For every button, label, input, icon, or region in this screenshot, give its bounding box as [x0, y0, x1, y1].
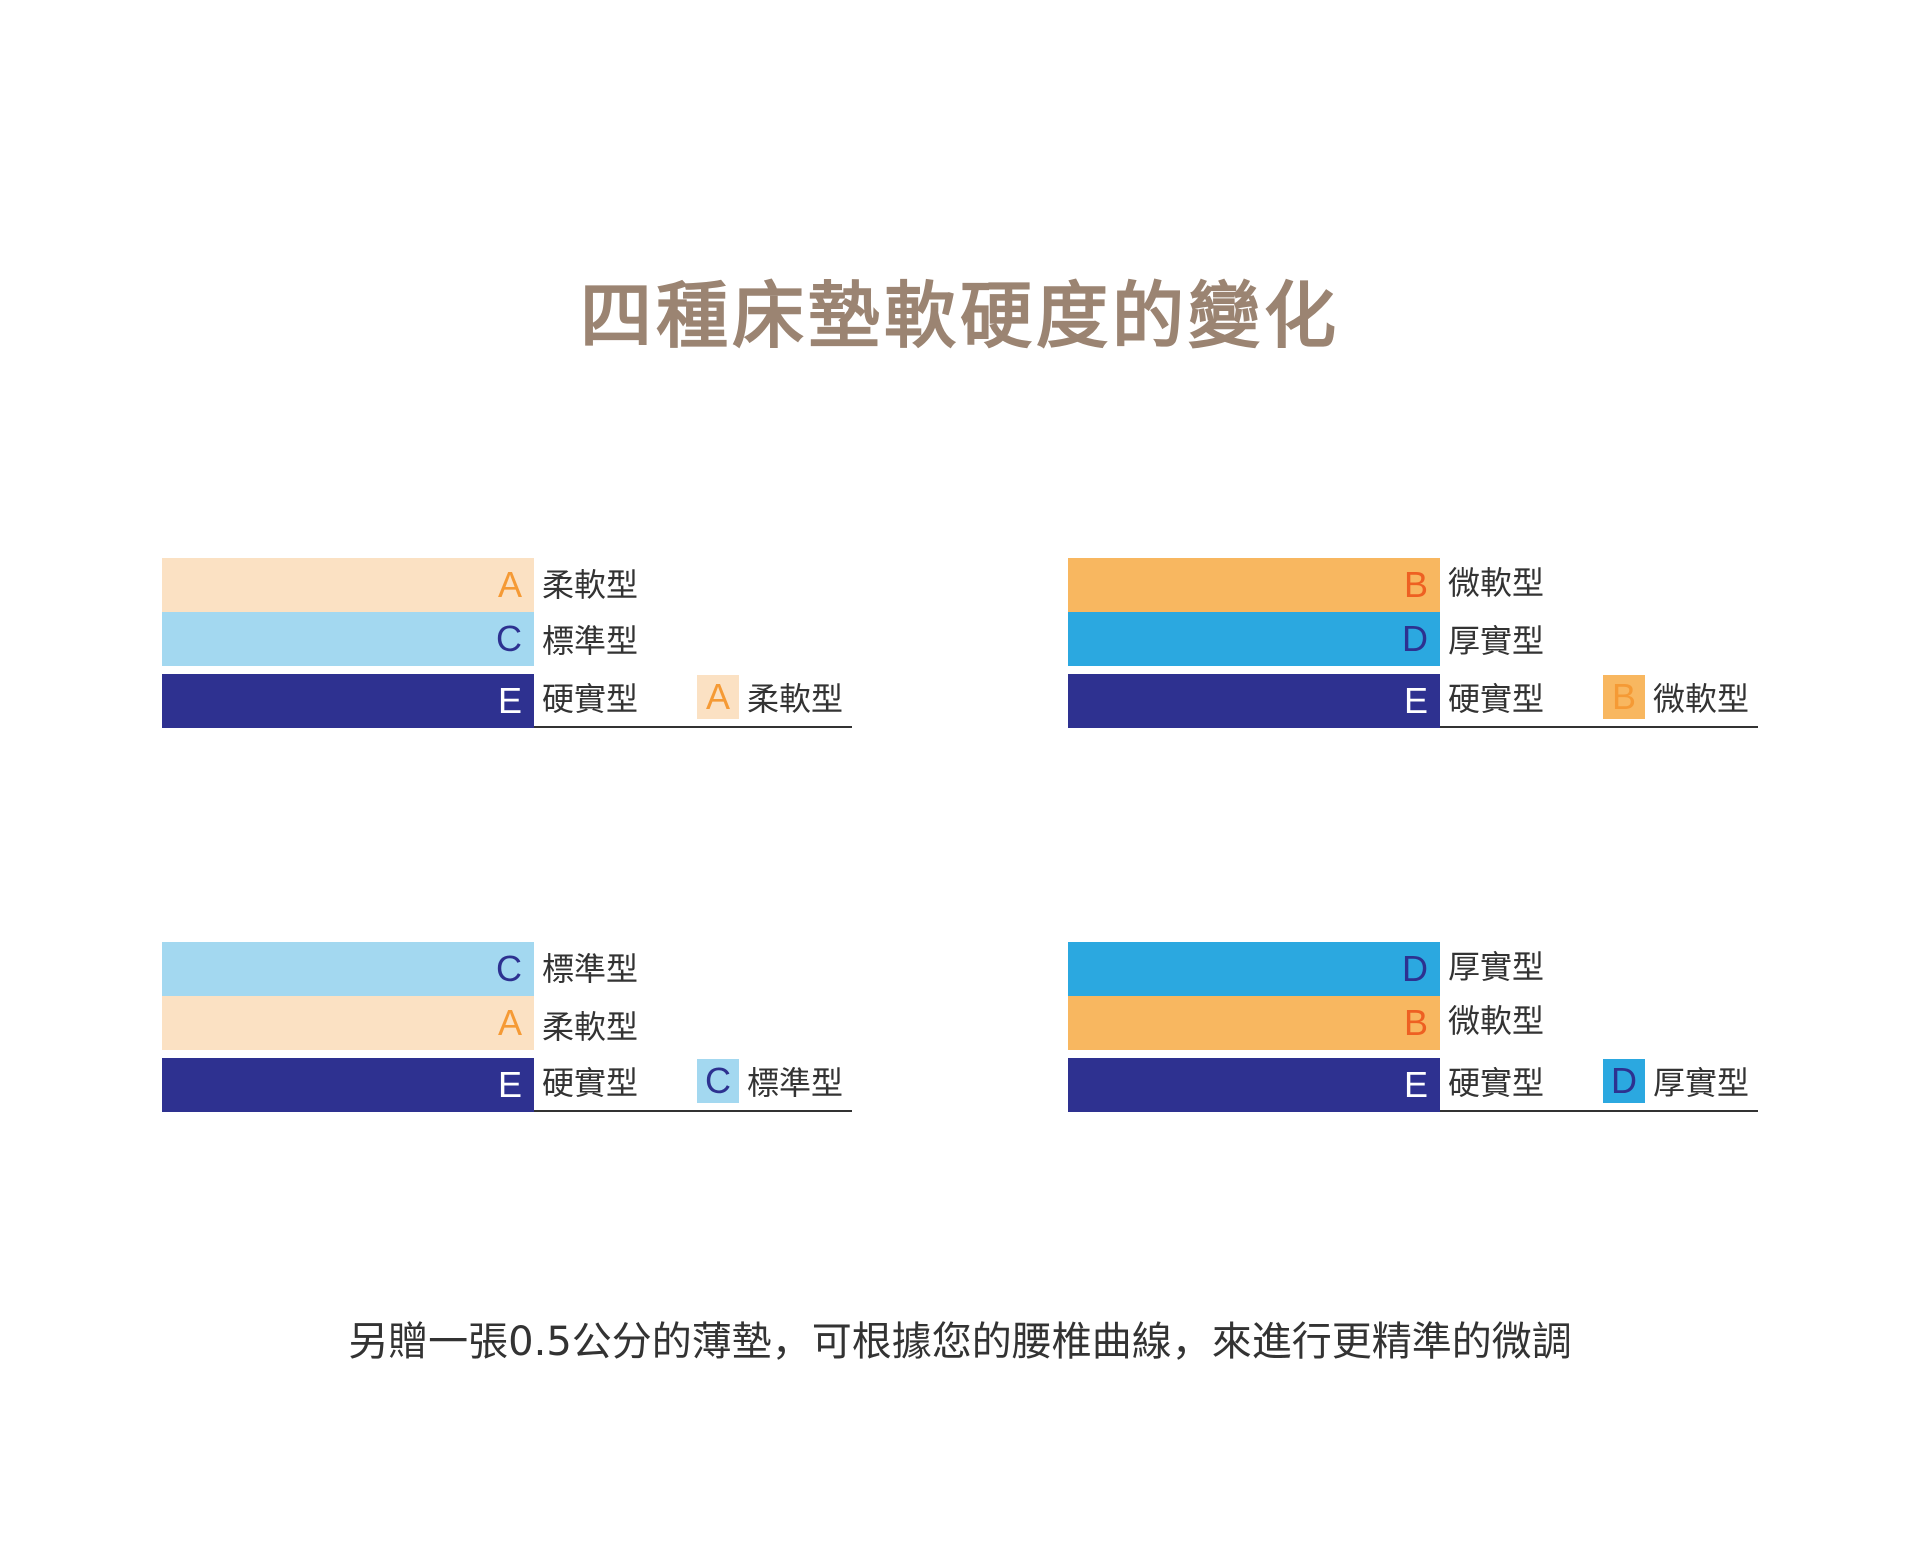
base-line [534, 1110, 852, 1112]
layer-middle: D [1068, 612, 1440, 666]
layer-code: C [496, 618, 522, 659]
layer-label: 微軟型 [1448, 564, 1545, 602]
layer-top: D [1068, 942, 1440, 996]
layer-base: E [1068, 674, 1440, 728]
layer-middle: B [1068, 996, 1440, 1050]
extra-pad-label: 厚實型 [1653, 1064, 1750, 1102]
footer-note: 另贈一張0.5公分的薄墊，可根據您的腰椎曲線，來進行更精準的微調 [348, 1319, 1572, 1365]
layer-code: B [1403, 564, 1428, 605]
base-line [534, 726, 852, 728]
layer-base: E [162, 674, 534, 728]
layer-label: 微軟型 [1448, 1002, 1545, 1040]
mattress-combination-4: D 厚實型 B 微軟型 E 硬實型 D 厚實型 [1068, 942, 1758, 1112]
extra-pad-code: C [697, 1059, 739, 1103]
layer-middle: C [162, 612, 534, 666]
layer-code: E [1403, 1064, 1428, 1105]
layer-label: 硬實型 [542, 1064, 639, 1102]
base-line [1440, 1110, 1758, 1112]
extra-pad-code: B [1603, 675, 1645, 719]
extra-pad-code: D [1603, 1059, 1645, 1103]
layer-label: 硬實型 [1448, 680, 1545, 718]
extra-pad-label: 標準型 [747, 1064, 844, 1102]
mattress-combination-1: A 柔軟型 C 標準型 E 硬實型 A 柔軟型 [162, 558, 852, 728]
base-line [1440, 726, 1758, 728]
layer-label: 硬實型 [542, 680, 639, 718]
layer-base: E [162, 1058, 534, 1112]
layer-code: E [1403, 680, 1428, 721]
layer-code: C [496, 948, 522, 989]
layer-code: A [497, 1002, 522, 1043]
extra-pad-label: 柔軟型 [747, 680, 844, 718]
mattress-combination-3: C 標準型 A 柔軟型 E 硬實型 C 標準型 [162, 942, 852, 1112]
extra-pad-label: 微軟型 [1653, 680, 1750, 718]
layer-code: E [497, 1064, 522, 1105]
layer-code: D [1402, 948, 1428, 989]
layer-top: A [162, 558, 534, 612]
layer-top: B [1068, 558, 1440, 612]
page-title: 四種床墊軟硬度的變化 [579, 274, 1340, 358]
layer-code: A [497, 564, 522, 605]
layer-middle: A [162, 996, 534, 1050]
layer-base: E [1068, 1058, 1440, 1112]
layer-code: B [1403, 1002, 1428, 1043]
layer-label: 柔軟型 [542, 566, 639, 604]
layer-label: 柔軟型 [542, 1008, 639, 1046]
layer-code: E [497, 680, 522, 721]
mattress-combination-2: B 微軟型 D 厚實型 E 硬實型 B 微軟型 [1068, 558, 1758, 728]
layer-top: C [162, 942, 534, 996]
layer-label: 厚實型 [1448, 948, 1545, 986]
layer-label: 標準型 [542, 622, 639, 660]
layer-label: 厚實型 [1448, 622, 1545, 660]
layer-label: 標準型 [542, 950, 639, 988]
extra-pad-code: A [697, 675, 739, 719]
layer-label: 硬實型 [1448, 1064, 1545, 1102]
layer-code: D [1402, 618, 1428, 659]
